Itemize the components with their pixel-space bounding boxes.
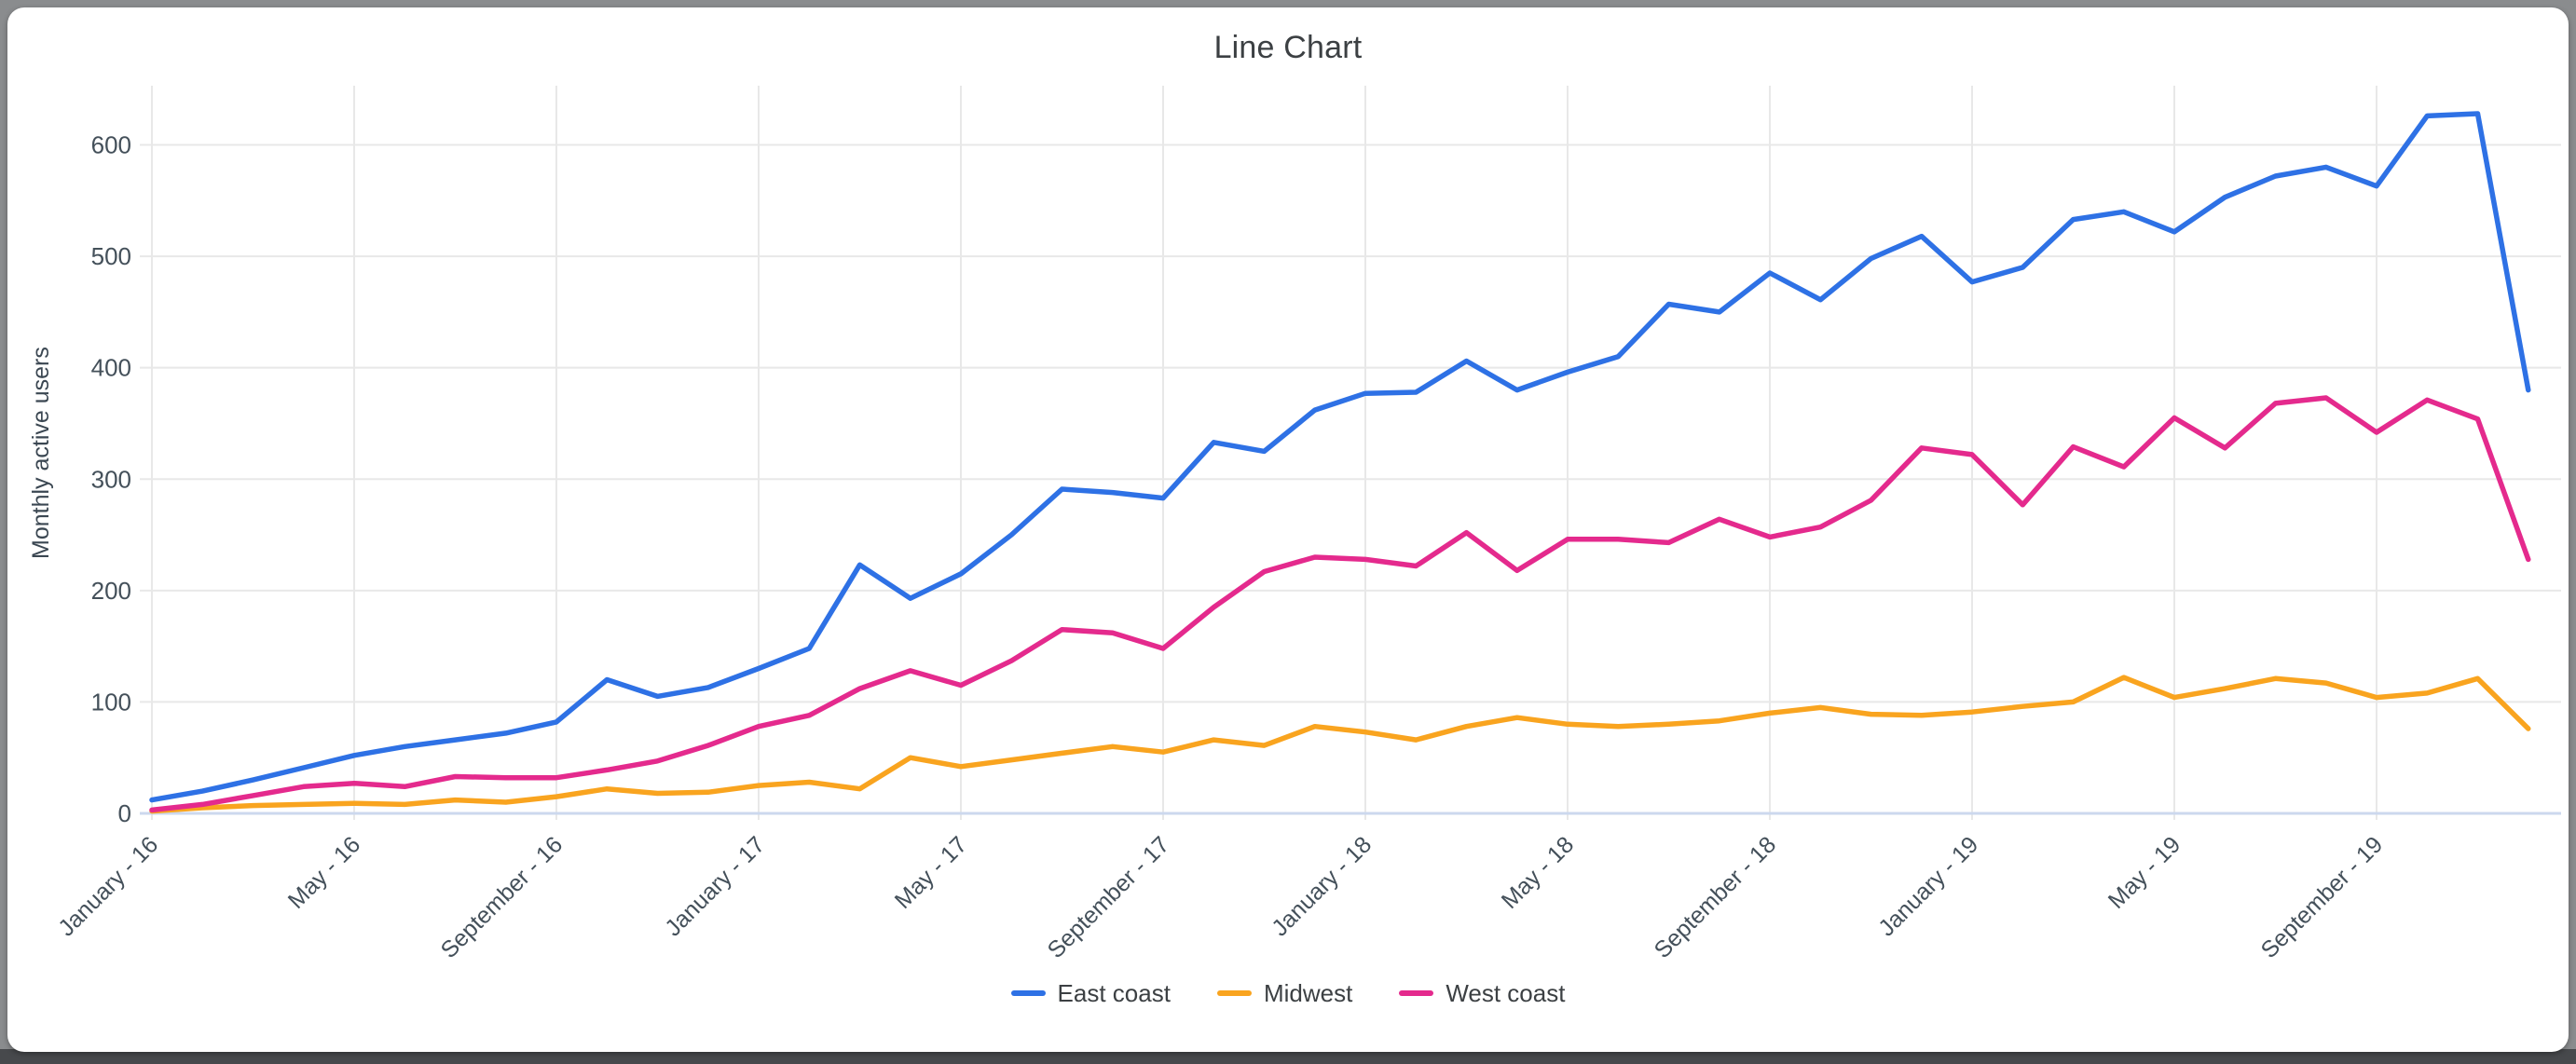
y-tick-label: 200: [91, 577, 131, 605]
series-line-west-coast: [149, 395, 2531, 813]
legend-label: Midwest: [1263, 978, 1353, 1007]
legend-swatch-icon: [1216, 990, 1252, 996]
series-line-east-coast: [149, 111, 2531, 803]
y-tick-label: 100: [91, 688, 131, 716]
x-tick-label: September - 16: [436, 831, 569, 963]
y-axis-title: Monthly active users: [28, 347, 54, 559]
legend-item-east-coast: East coast: [1010, 978, 1171, 1008]
legend-item-west-coast: West coast: [1399, 979, 1565, 1008]
y-tick-label: 500: [91, 242, 131, 270]
chart-title: Line Chart: [1213, 30, 1363, 65]
x-tick-label: January - 18: [1267, 831, 1377, 941]
series-line-midwest: [149, 675, 2531, 814]
y-tick-label: 300: [91, 465, 131, 493]
x-tick-label: January - 19: [1873, 831, 1983, 941]
x-tick-label: May - 18: [1497, 831, 1580, 914]
y-tick-label: 600: [91, 131, 131, 159]
x-tick-label: January - 16: [53, 831, 163, 941]
legend-item-midwest: Midwest: [1216, 978, 1353, 1008]
x-tick-label: May - 16: [283, 831, 366, 914]
x-tick-label: September - 18: [1650, 831, 1782, 963]
x-tick-label: May - 17: [890, 831, 973, 914]
legend-swatch-icon: [1399, 990, 1434, 996]
chart-card: [7, 7, 2569, 1052]
legend-label: West coast: [1446, 978, 1566, 1007]
legend-label: East coast: [1057, 978, 1171, 1007]
y-tick-label: 400: [91, 354, 131, 382]
chart-legend: East coast Midwest West coast: [0, 973, 2576, 1014]
x-tick-label: January - 17: [660, 831, 770, 941]
x-tick-label: September - 17: [1043, 831, 1175, 963]
x-tick-label: September - 19: [2256, 831, 2389, 963]
legend-swatch-icon: [1010, 990, 1046, 996]
x-tick-label: May - 19: [2103, 831, 2186, 914]
y-tick-label: 0: [118, 799, 131, 827]
